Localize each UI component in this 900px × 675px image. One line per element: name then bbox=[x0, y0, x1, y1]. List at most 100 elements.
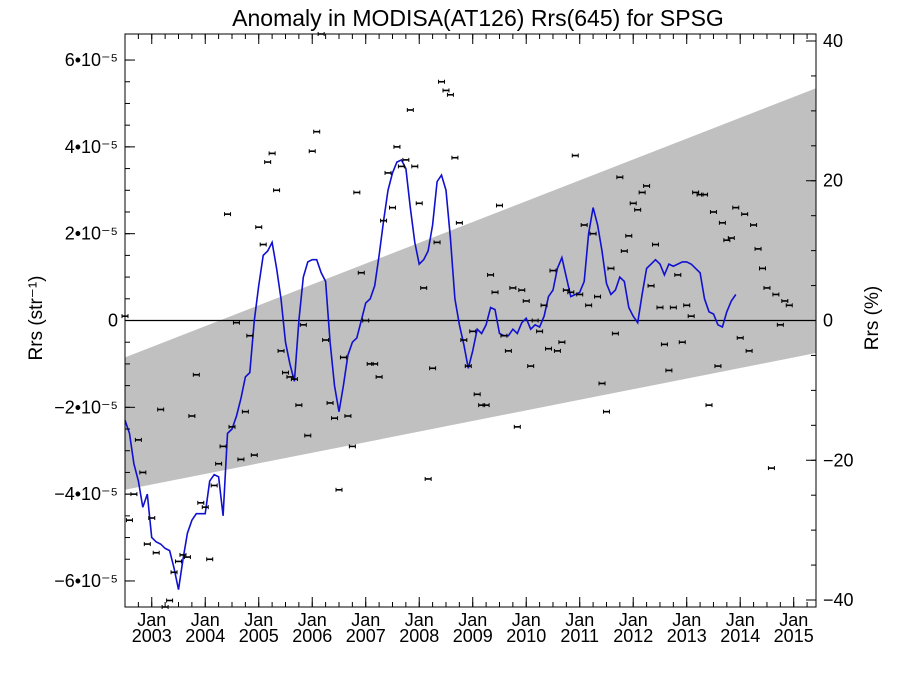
data-point bbox=[571, 153, 579, 158]
data-point bbox=[393, 144, 401, 149]
data-point bbox=[148, 516, 156, 521]
data-point bbox=[197, 500, 205, 505]
data-point bbox=[442, 88, 450, 93]
x-tick-month-label: Jan bbox=[298, 610, 327, 630]
data-point bbox=[540, 303, 548, 308]
data-point bbox=[322, 338, 330, 343]
data-point bbox=[451, 155, 459, 160]
data-point bbox=[776, 322, 784, 327]
x-tick-month-label: Jan bbox=[672, 610, 701, 630]
data-point bbox=[411, 164, 419, 169]
data-point bbox=[473, 392, 481, 397]
data-point bbox=[402, 157, 410, 162]
data-point bbox=[509, 285, 517, 290]
data-point bbox=[397, 164, 405, 169]
data-point bbox=[339, 355, 347, 360]
data-point bbox=[143, 542, 151, 547]
data-point bbox=[237, 457, 245, 462]
data-point bbox=[295, 403, 303, 408]
x-tick-year-label: 2003 bbox=[132, 626, 172, 646]
data-point bbox=[495, 203, 503, 208]
data-point bbox=[504, 348, 512, 353]
data-point bbox=[304, 433, 312, 438]
y-tick-label: 6•10⁻⁵ bbox=[65, 50, 118, 70]
data-point bbox=[206, 557, 214, 562]
data-point bbox=[166, 598, 174, 603]
data-point bbox=[469, 329, 477, 334]
x-tick-year-label: 2011 bbox=[560, 626, 599, 646]
y-tick-label: 4•10⁻⁵ bbox=[65, 137, 118, 157]
data-point bbox=[277, 348, 285, 353]
data-point bbox=[224, 212, 232, 217]
x-tick-year-label: 2010 bbox=[506, 626, 546, 646]
data-point bbox=[460, 338, 468, 343]
x-tick-year-label: 2005 bbox=[239, 626, 279, 646]
x-tick-year-label: 2015 bbox=[774, 626, 814, 646]
x-tick-month-label: Jan bbox=[779, 610, 808, 630]
data-point bbox=[424, 476, 432, 481]
data-point bbox=[268, 151, 276, 156]
data-point bbox=[255, 225, 263, 230]
data-point bbox=[215, 461, 223, 466]
data-point bbox=[527, 364, 535, 369]
data-point bbox=[210, 483, 218, 488]
data-point bbox=[580, 223, 588, 227]
data-point bbox=[625, 233, 633, 238]
data-point bbox=[228, 424, 236, 429]
chart-title: Anomaly in MODISA(AT126) Rrs(645) for SP… bbox=[232, 5, 724, 31]
data-point bbox=[139, 470, 147, 475]
data-point bbox=[736, 335, 744, 340]
x-tick-month-label: Jan bbox=[619, 610, 648, 630]
data-point bbox=[767, 466, 775, 471]
data-point bbox=[371, 361, 379, 366]
data-point bbox=[665, 368, 673, 373]
data-point bbox=[219, 444, 227, 449]
data-point bbox=[170, 570, 178, 575]
data-point bbox=[656, 305, 664, 310]
data-point bbox=[750, 223, 758, 227]
x-tick-year-label: 2014 bbox=[720, 626, 760, 646]
data-point bbox=[723, 238, 731, 243]
data-point bbox=[727, 236, 735, 241]
data-point bbox=[513, 424, 521, 429]
data-point bbox=[313, 129, 321, 134]
data-point bbox=[683, 303, 691, 308]
x-tick-year-label: 2006 bbox=[292, 626, 332, 646]
data-point bbox=[522, 298, 530, 303]
data-point bbox=[754, 246, 762, 251]
data-point bbox=[232, 320, 240, 325]
y2-axis-label: Rrs (%) bbox=[862, 286, 883, 350]
x-tick-month-label: Jan bbox=[726, 610, 755, 630]
data-point bbox=[353, 190, 361, 195]
data-point bbox=[433, 240, 441, 245]
data-point bbox=[714, 364, 722, 369]
data-point bbox=[616, 175, 624, 180]
y-axis-label: Rrs (str⁻¹) bbox=[26, 276, 47, 361]
data-point bbox=[692, 190, 700, 195]
data-point bbox=[660, 342, 668, 347]
data-point bbox=[549, 268, 557, 273]
data-point bbox=[638, 190, 646, 195]
data-point bbox=[201, 505, 209, 510]
data-point bbox=[308, 149, 316, 154]
data-point bbox=[406, 107, 414, 112]
data-point bbox=[558, 340, 566, 345]
data-point bbox=[652, 242, 660, 247]
x-tick-year-label: 2012 bbox=[613, 626, 653, 646]
data-point bbox=[576, 292, 584, 297]
data-point bbox=[375, 374, 383, 379]
data-point bbox=[598, 381, 606, 386]
data-point bbox=[629, 201, 637, 206]
data-point bbox=[192, 372, 200, 377]
data-point bbox=[491, 290, 499, 295]
data-point bbox=[344, 414, 352, 418]
data-point bbox=[384, 170, 392, 175]
data-point bbox=[518, 288, 526, 293]
data-point bbox=[259, 242, 267, 247]
data-point bbox=[348, 444, 356, 449]
smoothed-series-line bbox=[124, 158, 737, 590]
y-tick-label: −2•10⁻⁵ bbox=[54, 397, 118, 417]
data-point bbox=[611, 331, 619, 336]
data-point bbox=[464, 364, 472, 369]
